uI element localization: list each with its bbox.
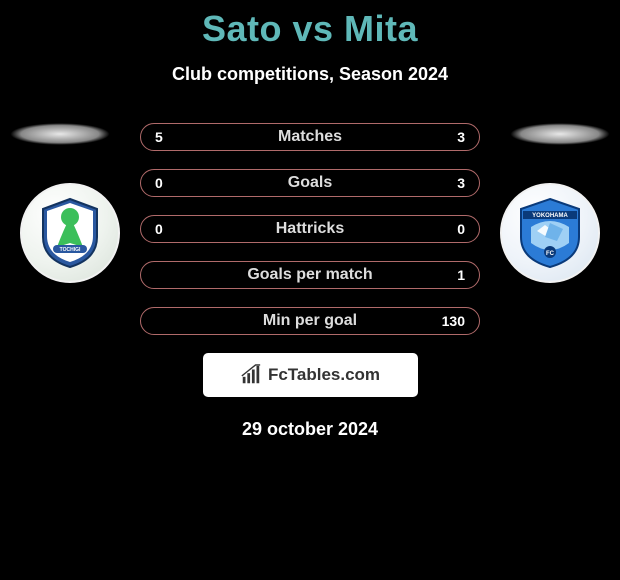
bar-chart-icon [240, 364, 262, 386]
stat-row-goals-per-match: Goals per match 1 [140, 261, 480, 289]
stat-row-min-per-goal: Min per goal 130 [140, 307, 480, 335]
yokohama-fc-crest-icon: YOKOHAMA FC [517, 197, 583, 269]
subtitle: Club competitions, Season 2024 [0, 64, 620, 85]
stats-area: TOCHIGI YOKOHAMA FC 5 Matches 3 0 Goals [0, 123, 620, 440]
infographic-container: Sato vs Mita Club competitions, Season 2… [0, 0, 620, 440]
player-shadow-left [10, 123, 110, 145]
stat-row-goals: 0 Goals 3 [140, 169, 480, 197]
svg-text:FC: FC [546, 251, 555, 257]
stat-row-hattricks: 0 Hattricks 0 [140, 215, 480, 243]
stat-right-value: 1 [457, 262, 465, 288]
date-label: 29 october 2024 [0, 419, 620, 440]
stat-right-value: 0 [457, 216, 465, 242]
team-badge-right: YOKOHAMA FC [500, 183, 600, 283]
stat-right-value: 3 [457, 170, 465, 196]
stat-label: Hattricks [276, 220, 344, 238]
stat-right-value: 3 [457, 124, 465, 150]
player-shadow-right [510, 123, 610, 145]
team-badge-left: TOCHIGI [20, 183, 120, 283]
svg-text:TOCHIGI: TOCHIGI [60, 247, 81, 253]
svg-text:YOKOHAMA: YOKOHAMA [532, 213, 568, 219]
tochigi-sc-crest-icon: TOCHIGI [39, 197, 101, 269]
brand-label: FcTables.com [268, 365, 380, 385]
stat-label: Goals [288, 174, 332, 192]
brand-box[interactable]: FcTables.com [203, 353, 418, 397]
stat-label: Matches [278, 128, 342, 146]
stat-row-matches: 5 Matches 3 [140, 123, 480, 151]
stat-left-value: 0 [155, 170, 163, 196]
stat-right-value: 130 [442, 308, 465, 334]
stat-left-value: 0 [155, 216, 163, 242]
stat-label: Min per goal [263, 312, 357, 330]
stat-left-value: 5 [155, 124, 163, 150]
stat-label: Goals per match [247, 266, 372, 284]
page-title: Sato vs Mita [0, 8, 620, 50]
